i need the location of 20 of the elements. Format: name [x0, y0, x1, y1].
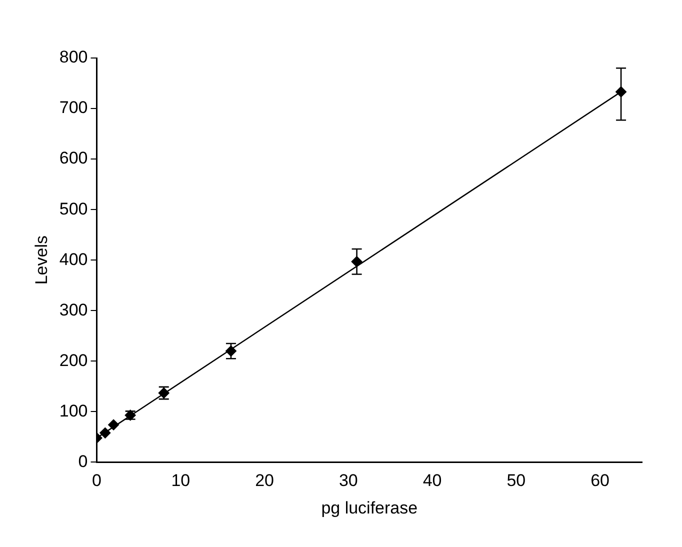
y-axis-title: Levels [32, 236, 51, 285]
y-tick-label: 800 [59, 48, 88, 67]
y-tick-label: 300 [59, 300, 88, 320]
x-tick-label: 30 [338, 471, 358, 490]
y-tick-label: 700 [59, 98, 88, 118]
x-tick-label: 0 [92, 471, 102, 490]
x-tick-label: 10 [171, 471, 190, 490]
y-tick-label: 0 [78, 452, 88, 471]
x-tick-label: 40 [422, 471, 442, 490]
point [108, 419, 120, 430]
y-tick-label: 600 [59, 148, 88, 168]
y-tick-label: 500 [59, 199, 88, 218]
x-tick-label: 20 [255, 471, 274, 490]
point [100, 427, 111, 438]
y-tick-label: 100 [59, 401, 88, 420]
y-tick-label: 200 [59, 350, 88, 370]
x-tick-label: 50 [506, 471, 526, 490]
x-axis-title: pg luciferase [321, 498, 418, 518]
y-tick-label: 400 [59, 250, 88, 269]
x-tick-label: 60 [590, 471, 610, 490]
